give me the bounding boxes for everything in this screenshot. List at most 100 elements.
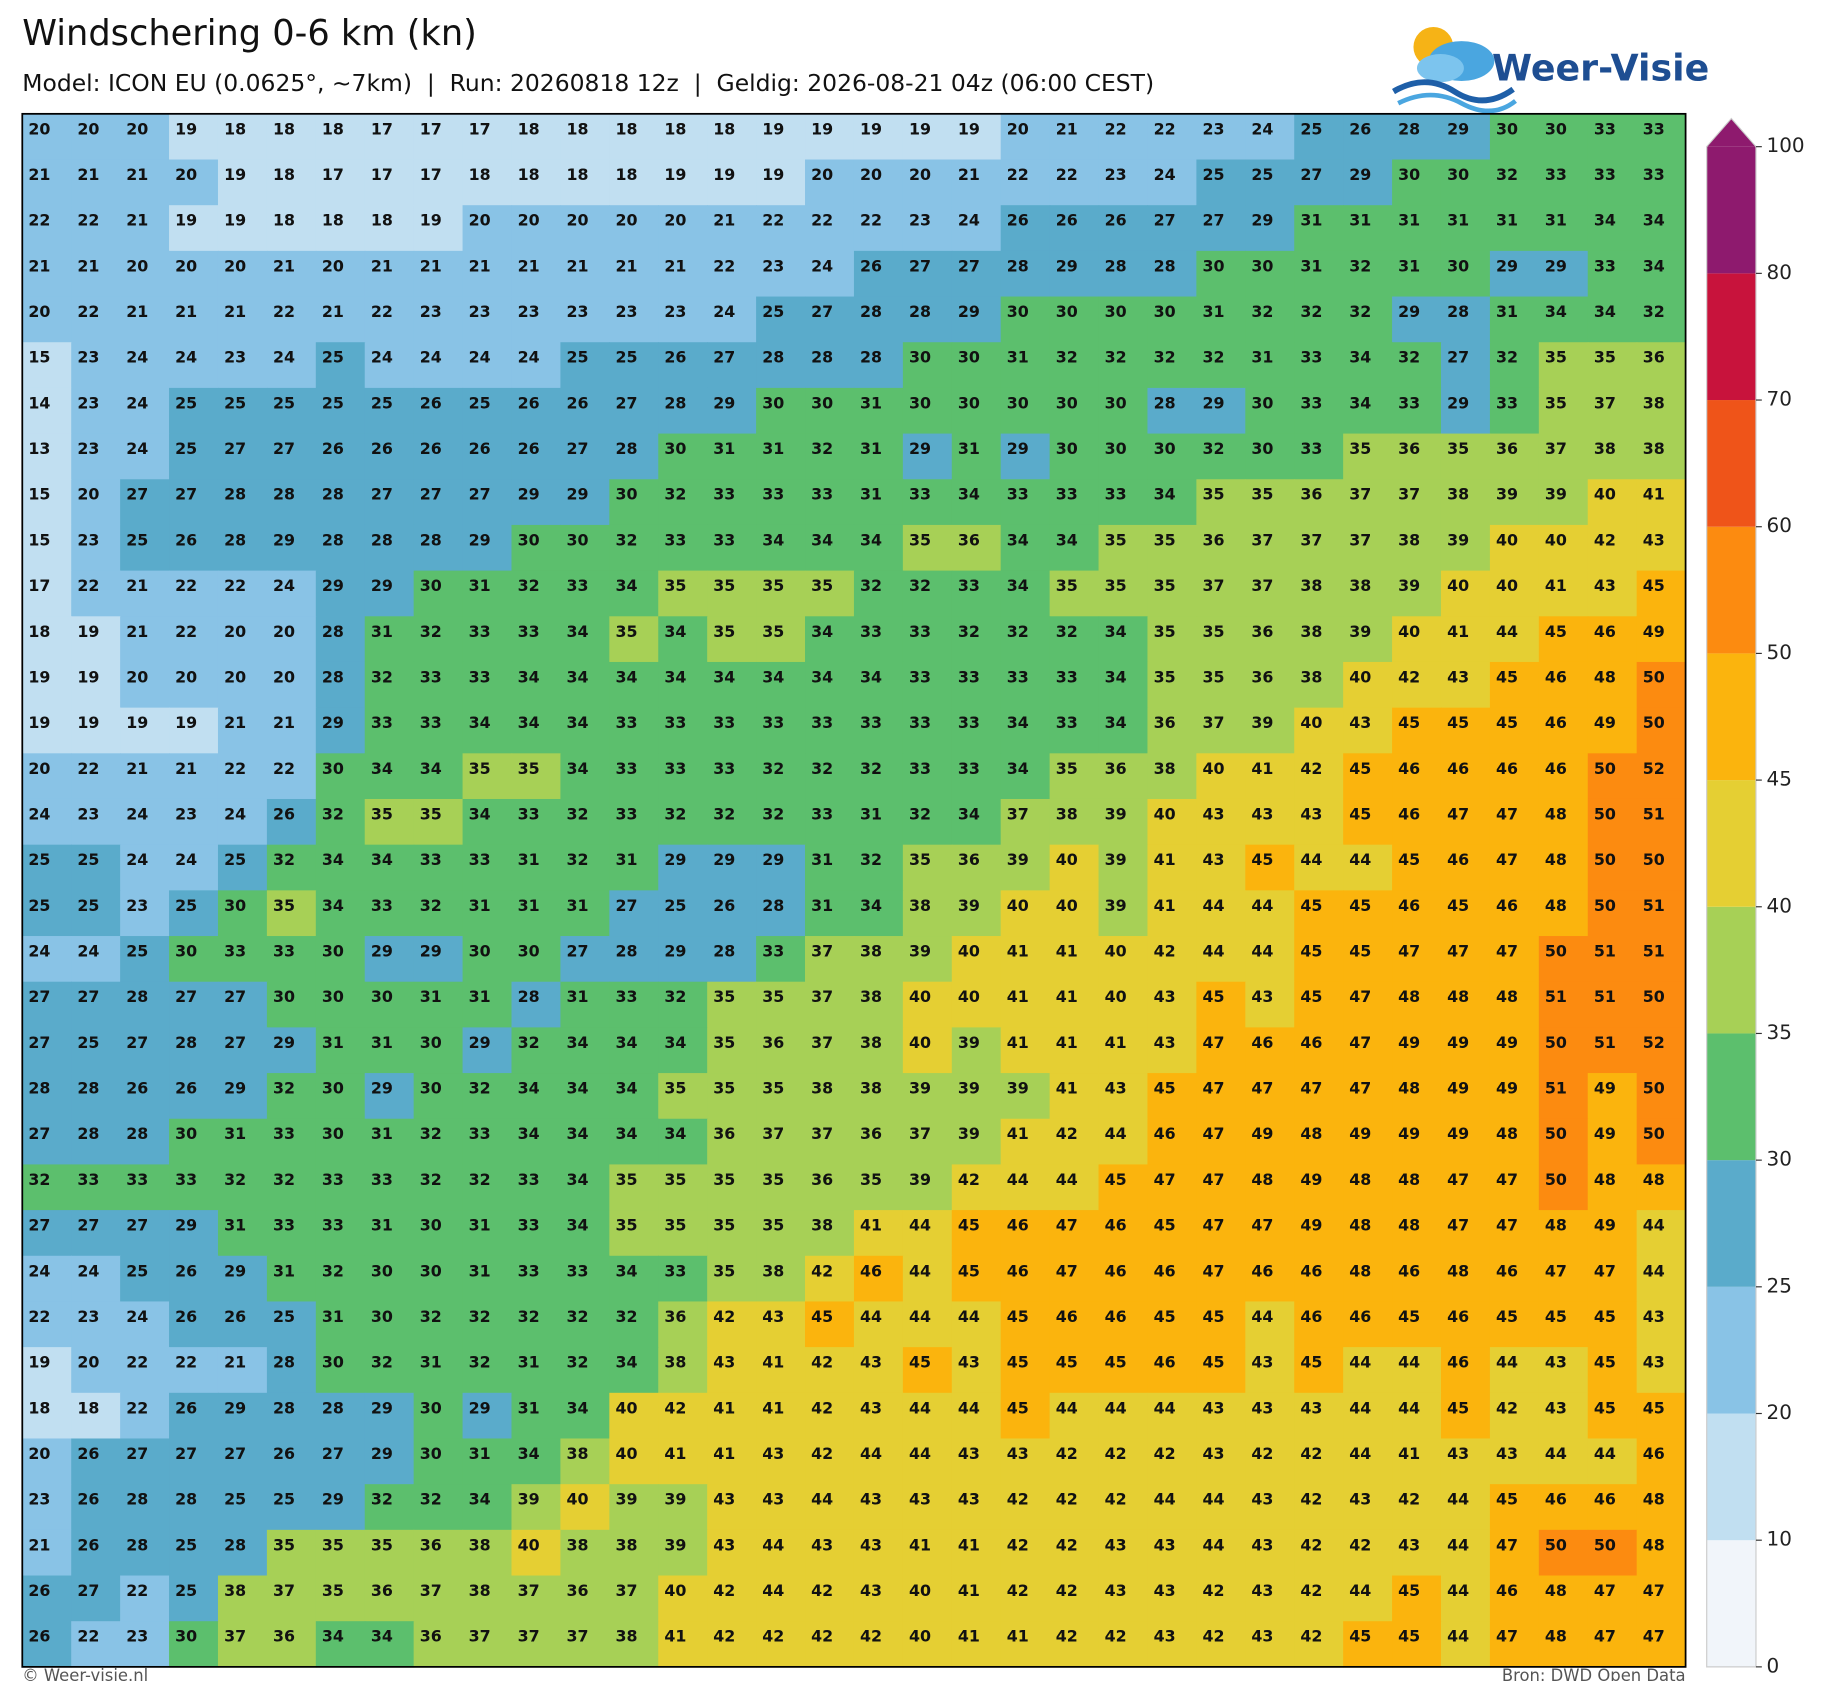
cell-value: 28 (762, 896, 784, 915)
cell-value: 21 (518, 256, 540, 275)
cell (315, 113, 366, 161)
cell (1489, 342, 1540, 389)
cell (951, 570, 1002, 617)
cell-value: 32 (1105, 348, 1127, 367)
cell (169, 113, 219, 161)
cell-value: 31 (860, 485, 882, 504)
cell (756, 205, 806, 252)
cell-value: 33 (371, 896, 393, 915)
cell-value: 22 (77, 759, 99, 778)
cell-value: 37 (469, 1627, 491, 1646)
cell (1049, 296, 1100, 343)
cell-value: 33 (567, 1261, 589, 1280)
cell-value: 25 (273, 1307, 295, 1326)
cell (22, 616, 72, 663)
cell (707, 524, 757, 572)
cell (902, 250, 953, 298)
cell-value: 33 (664, 530, 686, 549)
cell-value: 33 (1643, 119, 1665, 138)
cell-value: 24 (126, 1307, 148, 1326)
cell-value: 47 (1056, 1216, 1078, 1235)
cell-value: 35 (762, 622, 784, 641)
cell-value: 28 (77, 1124, 99, 1143)
cell (266, 524, 317, 572)
cell-value: 47 (1154, 1170, 1176, 1189)
cell-value: 28 (615, 439, 637, 458)
cell-value: 21 (322, 302, 344, 321)
cell-value: 20 (322, 256, 344, 275)
cell-value: 35 (1202, 622, 1224, 641)
cell (951, 342, 1002, 389)
cell (1098, 479, 1149, 526)
cell (315, 342, 366, 389)
cell-value: 29 (1398, 302, 1420, 321)
cell-value: 23 (909, 211, 931, 230)
cell-value: 29 (371, 942, 393, 961)
cell-value: 36 (762, 1033, 784, 1052)
cell-value: 31 (1300, 256, 1322, 275)
cell-value: 25 (175, 1535, 197, 1554)
cell-value: 41 (1056, 942, 1078, 961)
cell-value: 41 (1007, 942, 1029, 961)
cell-value: 31 (518, 850, 540, 869)
cell-value: 27 (615, 393, 637, 412)
cell-value: 43 (860, 1490, 882, 1509)
cell-value: 32 (518, 576, 540, 595)
cell (1147, 524, 1198, 572)
cell-value: 45 (1398, 850, 1420, 869)
cell (217, 296, 268, 343)
cell-value: 49 (1594, 1216, 1616, 1235)
cell (1147, 479, 1198, 526)
cell-value: 36 (420, 1535, 442, 1554)
cell-value: 39 (958, 1033, 980, 1052)
cell-value: 35 (713, 987, 735, 1006)
cell-value: 45 (1594, 1353, 1616, 1372)
cell-value: 50 (1643, 667, 1665, 686)
cell-value: 31 (567, 987, 589, 1006)
cell (756, 661, 806, 709)
cell-value: 23 (664, 302, 686, 321)
cell (756, 524, 806, 572)
cell-value: 33 (469, 1124, 491, 1143)
cell-value: 34 (469, 804, 491, 823)
cell-value: 21 (28, 256, 50, 275)
cell-value: 42 (1594, 530, 1616, 549)
cell (1343, 113, 1393, 161)
cell (1147, 342, 1198, 389)
cell-value: 30 (615, 485, 637, 504)
cell (1098, 524, 1149, 572)
cell-value: 22 (371, 302, 393, 321)
cell (1440, 342, 1491, 389)
cell-value: 31 (371, 622, 393, 641)
cell (609, 524, 659, 572)
cell (1196, 570, 1247, 617)
cell-value: 29 (664, 850, 686, 869)
cell-value: 43 (1545, 1398, 1567, 1417)
cell-value: 28 (224, 485, 246, 504)
cell-value: 36 (1300, 485, 1322, 504)
cell (1147, 433, 1198, 480)
cell-value: 25 (175, 896, 197, 915)
cell-value: 46 (1251, 1033, 1273, 1052)
cell-value: 33 (273, 942, 295, 961)
cell-value: 31 (567, 896, 589, 915)
cell-value: 27 (224, 1033, 246, 1052)
cell-value: 30 (322, 987, 344, 1006)
cell-value: 41 (1251, 759, 1273, 778)
cell-value: 23 (77, 439, 99, 458)
cell (1000, 205, 1051, 252)
cell-value: 36 (958, 530, 980, 549)
cell-value: 38 (1154, 759, 1176, 778)
cell-value: 45 (1447, 713, 1469, 732)
cell-value: 27 (615, 896, 637, 915)
cell-value: 45 (1643, 1398, 1665, 1417)
cell-value: 17 (28, 576, 50, 595)
cell (902, 113, 953, 161)
cell-value: 42 (1300, 1490, 1322, 1509)
cell-value: 26 (28, 1627, 50, 1646)
cell-value: 29 (175, 1216, 197, 1235)
cell (266, 250, 317, 298)
cell (1000, 616, 1051, 663)
cell (511, 616, 562, 663)
cell-value: 25 (126, 530, 148, 549)
